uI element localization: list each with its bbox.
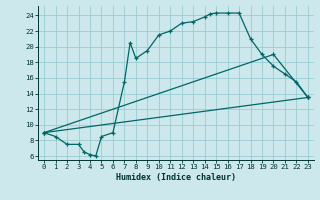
X-axis label: Humidex (Indice chaleur): Humidex (Indice chaleur)	[116, 173, 236, 182]
